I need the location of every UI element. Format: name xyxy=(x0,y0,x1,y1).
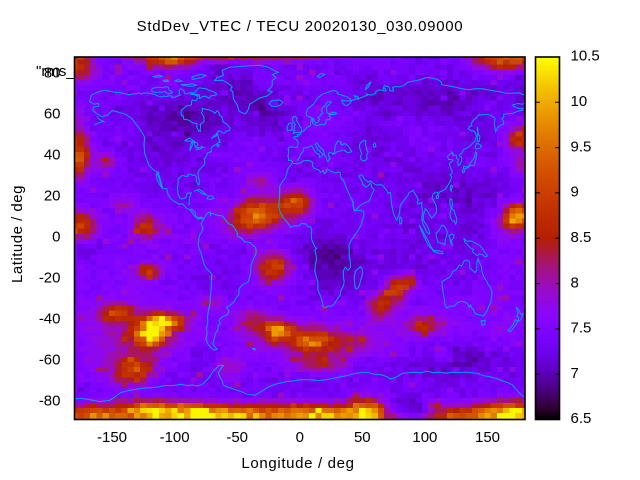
svg-text:-60: -60 xyxy=(39,352,61,369)
svg-text:40: 40 xyxy=(44,147,61,164)
svg-text:9.5: 9.5 xyxy=(571,138,592,155)
svg-text:150: 150 xyxy=(475,429,500,446)
svg-text:60: 60 xyxy=(44,106,61,123)
svg-text:Latitude / deg: Latitude / deg xyxy=(9,185,26,283)
svg-text:-80: -80 xyxy=(39,393,61,410)
svg-text:-50: -50 xyxy=(226,429,248,446)
svg-text:8.5: 8.5 xyxy=(571,229,592,246)
svg-text:8: 8 xyxy=(571,274,579,291)
svg-text:-100: -100 xyxy=(160,429,190,446)
svg-text:10.5: 10.5 xyxy=(571,48,600,65)
svg-text:7: 7 xyxy=(571,365,579,382)
svg-text:-40: -40 xyxy=(39,311,61,328)
svg-text:10: 10 xyxy=(571,93,588,110)
svg-text:-20: -20 xyxy=(39,270,61,287)
svg-text:50: 50 xyxy=(354,429,371,446)
svg-text:7.5: 7.5 xyxy=(571,320,592,337)
svg-text:"rms_: "rms_ xyxy=(36,63,75,80)
svg-text:100: 100 xyxy=(412,429,437,446)
svg-text:0: 0 xyxy=(52,229,60,246)
svg-text:-150: -150 xyxy=(97,429,127,446)
svg-text:0: 0 xyxy=(296,429,304,446)
svg-text:6.5: 6.5 xyxy=(571,410,592,427)
svg-text:StdDev_VTEC / TECU 20020130_03: StdDev_VTEC / TECU 20020130_030.09000 xyxy=(137,18,464,35)
svg-text:20: 20 xyxy=(44,188,61,205)
svg-text:Longitude / deg: Longitude / deg xyxy=(241,455,354,472)
svg-text:80: 80 xyxy=(44,65,61,82)
svg-text:9: 9 xyxy=(571,184,579,201)
